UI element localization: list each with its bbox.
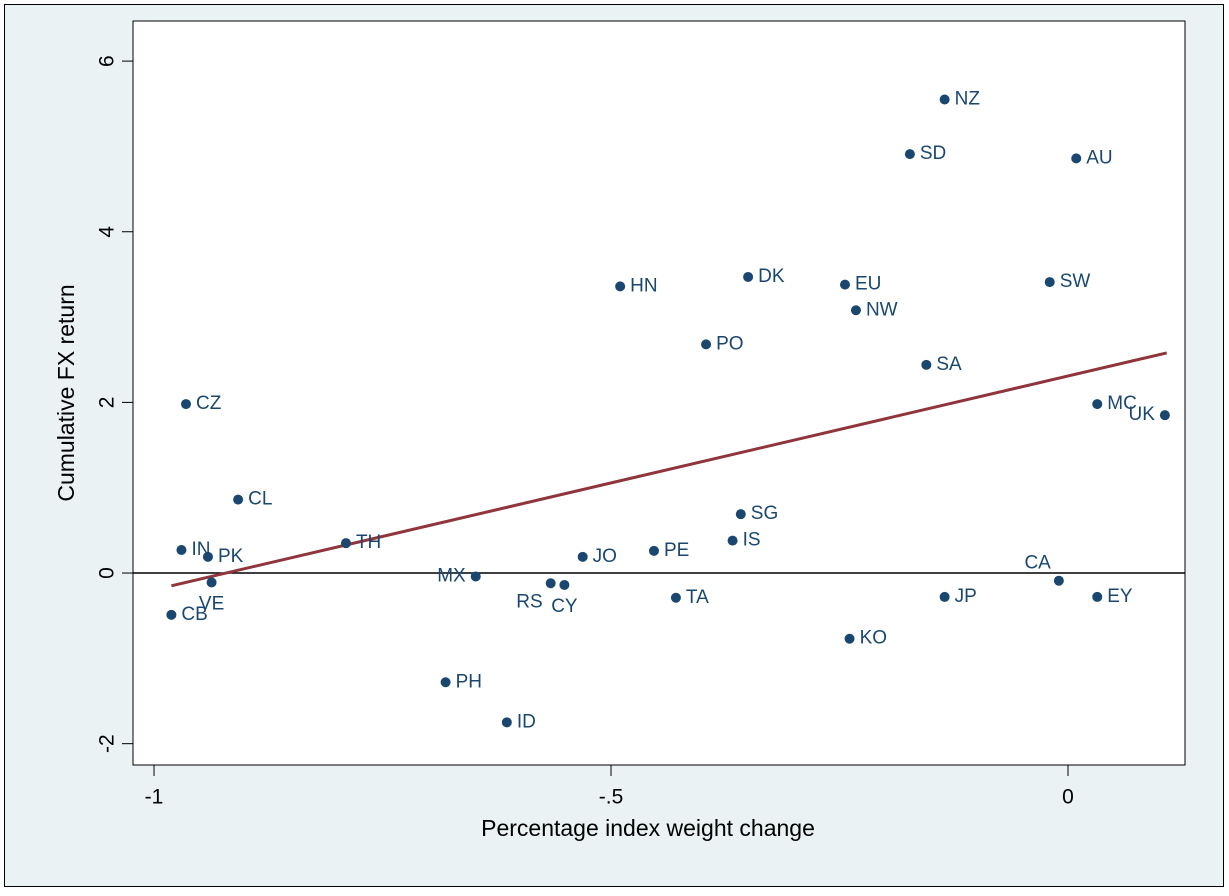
point: [743, 271, 754, 282]
point: [735, 509, 746, 520]
point-label: UK: [1128, 404, 1155, 425]
point-label: NW: [866, 299, 898, 320]
point: [577, 551, 588, 562]
point-label: EY: [1107, 586, 1133, 607]
y-tick-label: 0: [96, 567, 119, 579]
point: [166, 609, 177, 620]
point: [202, 551, 213, 562]
point: [1092, 399, 1103, 410]
point-label: SW: [1060, 271, 1091, 292]
fit-line: [171, 351, 1168, 588]
x-tick-label: -.5: [599, 786, 624, 809]
y-tick-label: 6: [96, 55, 119, 67]
point-label: SG: [751, 503, 778, 524]
point-label: HN: [630, 275, 657, 296]
y-axis-title: Cumulative FX return: [53, 284, 79, 501]
point: [470, 571, 481, 582]
point: [176, 544, 187, 555]
point-label: AU: [1086, 147, 1112, 168]
point-label: DK: [758, 266, 785, 287]
point: [233, 494, 244, 505]
x-axis-title: Percentage index weight change: [481, 815, 815, 841]
point: [670, 592, 681, 603]
point-label: CA: [1024, 553, 1051, 574]
point: [727, 535, 738, 546]
point-label: MX: [437, 565, 466, 586]
point: [921, 359, 932, 370]
point-label: NZ: [955, 89, 981, 110]
point-label: PH: [456, 671, 482, 692]
point: [939, 94, 950, 105]
point-label: CZ: [196, 393, 222, 414]
point-label: CY: [551, 596, 578, 617]
point: [844, 633, 855, 644]
point: [701, 339, 712, 350]
point-label: SD: [920, 143, 946, 164]
point-label: JP: [955, 586, 977, 607]
point: [615, 281, 626, 292]
point: [939, 591, 950, 602]
x-tick-label: -1: [145, 786, 164, 809]
point-label: PK: [218, 546, 244, 567]
point: [1159, 410, 1170, 421]
point-label: TA: [686, 587, 709, 608]
point: [559, 579, 570, 590]
point: [648, 545, 659, 556]
point: [545, 578, 556, 589]
point: [904, 149, 915, 160]
point-label: TH: [356, 532, 381, 553]
point-label: ID: [517, 711, 536, 732]
point-label: KO: [860, 628, 887, 649]
point: [850, 305, 861, 316]
point-label: MC: [1107, 393, 1137, 414]
point-label: IS: [743, 530, 761, 551]
plot-area: [132, 20, 1186, 766]
point-label: RS: [516, 591, 542, 612]
point-label: PO: [716, 333, 743, 354]
point: [1071, 153, 1082, 164]
x-tick-label: 0: [1062, 786, 1074, 809]
point-label: CB: [181, 604, 207, 625]
point-label: JO: [593, 546, 617, 567]
point: [1044, 277, 1055, 288]
point: [1092, 591, 1103, 602]
point-label: EU: [855, 274, 881, 295]
point: [440, 677, 451, 688]
y-tick-label: -2: [96, 734, 119, 753]
point: [181, 399, 192, 410]
point-label: SA: [936, 354, 962, 375]
y-tick-label: 4: [96, 226, 119, 238]
point: [340, 538, 351, 549]
point: [206, 577, 217, 588]
point-label: VE: [199, 593, 224, 614]
point: [1053, 575, 1064, 586]
point-label: PE: [664, 540, 689, 561]
y-tick-label: 2: [96, 397, 119, 409]
point: [839, 279, 850, 290]
point: [501, 717, 512, 728]
point-label: CL: [248, 489, 272, 510]
